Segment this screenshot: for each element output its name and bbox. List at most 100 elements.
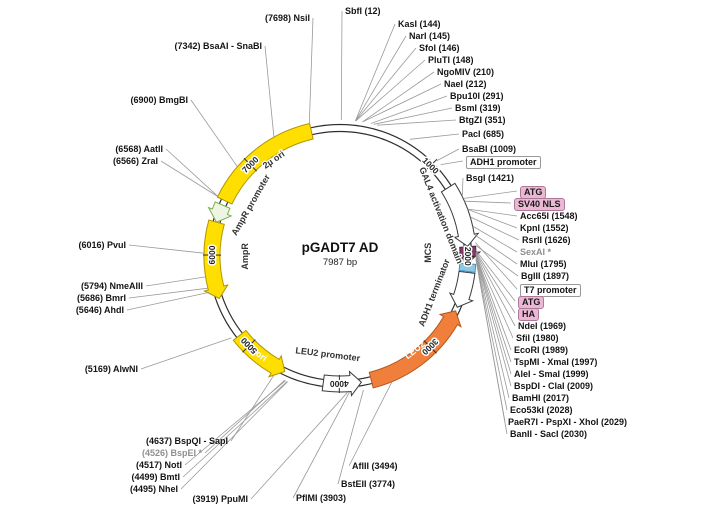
feature-2u-ori	[216, 122, 314, 205]
leader-line	[475, 250, 516, 302]
leader-line	[292, 391, 351, 499]
site-label-kpni: KpnI (1552)	[520, 223, 569, 233]
leader-line	[250, 391, 349, 500]
leader-line	[362, 71, 435, 123]
site-label-aatii: (6568) AatII	[115, 144, 163, 154]
site-label-tspmi-xmai: TspMI - XmaI (1997)	[514, 357, 598, 367]
site-label-bmgbi: (6900) BmgBI	[130, 95, 188, 105]
feature-ampr	[202, 219, 229, 300]
site-label-adh1-promoter: ADH1 promoter	[466, 156, 541, 169]
leader-line	[165, 148, 219, 197]
site-label-bspqi-sapi: (4637) BspQI - SapI	[145, 436, 228, 446]
leader-line	[355, 35, 407, 122]
site-label-acc65i: Acc65I (1548)	[520, 211, 578, 221]
leader-line	[355, 23, 396, 122]
leader-line	[467, 209, 518, 229]
site-label-alwni: (5169) AlwNI	[84, 364, 138, 374]
site-label-bpu10i: Bpu10I (291)	[450, 91, 504, 101]
site-label-sbfi: SbfI (12)	[345, 6, 381, 16]
feature-label-mcs: MCS	[423, 243, 433, 263]
tick-label: 6000	[207, 245, 217, 264]
site-label-pflmi: PflMI (3903)	[296, 493, 347, 503]
site-label-nhei: (4495) NheI	[129, 484, 178, 494]
site-label-bglii: BglII (1897)	[521, 271, 570, 281]
leader-line	[355, 59, 426, 122]
leader-line	[204, 379, 285, 454]
leader-line	[475, 256, 512, 375]
leader-line	[308, 17, 314, 124]
site-label-eco53ki: Eco53kI (2028)	[510, 405, 573, 415]
leader-line	[463, 190, 518, 199]
feature-leu2	[368, 310, 462, 389]
feature-label-leu2-promoter: LEU2 promoter	[295, 345, 361, 363]
site-label-ppumi: (3919) PpuMI	[192, 494, 248, 504]
leader-line	[475, 258, 510, 399]
leader-line	[140, 337, 232, 370]
feature-ampr-promoter	[207, 201, 233, 223]
site-label-kasi: KasI (144)	[398, 19, 441, 29]
feature-label-ampr: AmpR	[240, 243, 250, 270]
site-label-nari: NarI (145)	[409, 31, 451, 41]
leader-line	[467, 208, 518, 217]
site-label-ha: HA	[518, 308, 539, 321]
tick-mark	[243, 157, 257, 172]
leader-line	[370, 95, 448, 124]
leader-line	[436, 148, 460, 161]
feature-ori	[232, 329, 286, 378]
leader-line	[461, 177, 464, 197]
site-label-bamhi: BamHI (2017)	[512, 393, 570, 403]
leader-line	[182, 381, 288, 478]
leader-line	[160, 160, 218, 197]
leader-line	[409, 133, 460, 140]
leader-line	[475, 255, 512, 363]
leader-line	[362, 83, 442, 123]
site-label-sfoi: SfoI (146)	[419, 43, 460, 53]
feature-mcs	[454, 245, 482, 265]
leader-line	[355, 47, 417, 122]
site-label-noti: (4517) NotI	[135, 460, 182, 470]
tick-mark	[423, 340, 437, 354]
site-label-aflii: AflII (3494)	[352, 461, 398, 471]
site-label-banii-saci: BanII - SacI (2030)	[510, 429, 588, 439]
site-label-paer7i-pspxi-xhoi: PaeR7I - PspXI - XhoI (2029)	[508, 417, 628, 427]
site-label-bmri: (5686) BmrI	[76, 293, 126, 303]
site-label-bsabi: BsaBI (1009)	[462, 144, 517, 154]
tick-label: 4000	[330, 379, 349, 389]
site-label-mlui: MluI (1795)	[520, 259, 567, 269]
feature-leu2-promoter	[321, 370, 363, 397]
leader-line	[472, 225, 518, 253]
site-label-sfii: SfiI (1980)	[516, 333, 559, 343]
site-label-zrai: (6566) ZraI	[112, 156, 158, 166]
site-label-bspei-: (4526) BspEI *	[141, 448, 202, 458]
tick-label: 2000	[463, 247, 473, 266]
leader-line	[264, 45, 275, 138]
leader-line	[475, 252, 516, 327]
site-label-ahdi: (5646) AhdI	[75, 305, 124, 315]
leader-line	[470, 216, 520, 241]
leader-line	[128, 244, 205, 254]
site-label-bsaai-snabi: (7342) BsaAI - SnaBI	[174, 41, 262, 51]
leader-line	[373, 107, 453, 125]
site-label-nsii: (7698) NsiI	[264, 13, 310, 23]
leader-line	[475, 242, 518, 290]
site-label-bspdi-clai: BspDI - ClaI (2009)	[514, 381, 594, 391]
leader-line	[475, 254, 514, 339]
leader-line	[475, 259, 508, 411]
site-label-ecori: EcoRI (1989)	[514, 345, 569, 355]
leader-line	[464, 200, 512, 204]
site-label-bmti: (4499) BmtI	[131, 472, 180, 482]
leader-line	[128, 287, 208, 299]
site-label-ngomiv: NgoMIV (210)	[437, 67, 495, 77]
site-label-sexai-: SexAI *	[520, 247, 552, 257]
leader-line	[190, 99, 238, 168]
site-label-bsgi: BsgI (1421)	[466, 173, 515, 183]
site-label-btgzi: BtgZI (351)	[459, 115, 506, 125]
site-label-pluti: PluTI (148)	[428, 55, 474, 65]
leader-line	[348, 381, 393, 467]
site-label-nmeaiii: (5794) NmeAIII	[80, 281, 143, 291]
site-label-bsmi: BsmI (319)	[455, 103, 501, 113]
leader-line	[126, 292, 210, 311]
leader-line	[340, 10, 343, 121]
